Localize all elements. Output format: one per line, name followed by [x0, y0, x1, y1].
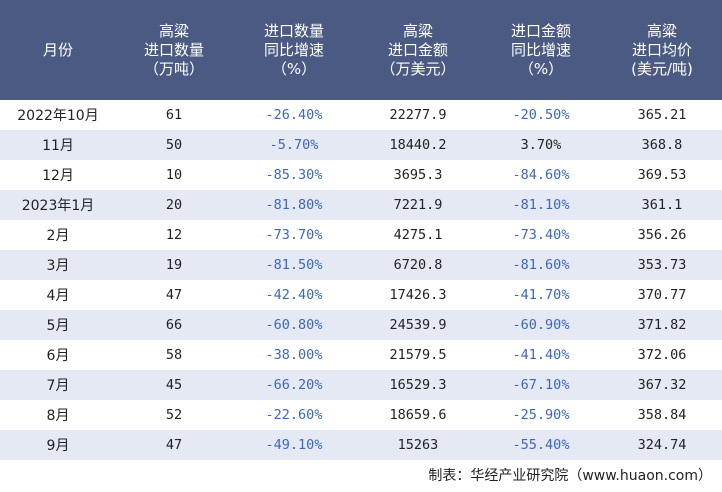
cell-month: 6月 — [46, 348, 70, 364]
cell-avg-price: 356.26 — [637, 227, 687, 243]
cell-avg-price: 365.21 — [637, 107, 687, 123]
cell-value-growth: -67.10% — [512, 377, 570, 393]
cell-month: 12月 — [42, 168, 74, 184]
cell-avg-price: 361.1 — [641, 197, 683, 213]
header-import-value: 高粱 进口金额 （万美元） — [380, 21, 456, 78]
cell-avg-price: 369.53 — [637, 167, 687, 183]
cell-volume-growth: -5.70% — [269, 137, 319, 153]
cell-month: 9月 — [46, 438, 70, 454]
cell-value-growth: -84.60% — [512, 167, 570, 183]
cell-import-volume: 58 — [165, 347, 183, 363]
cell-import-value: 18440.2 — [389, 137, 447, 153]
cell-import-volume: 66 — [165, 317, 183, 333]
cell-import-value: 4275.1 — [393, 227, 443, 243]
cell-import-value: 15263 — [397, 437, 439, 453]
cell-month: 8月 — [46, 408, 70, 424]
cell-volume-growth: -26.40% — [265, 107, 323, 123]
table-row: 8月 52 -22.60% 18659.6 -25.90% 358.84 — [0, 400, 722, 430]
cell-value-growth: -25.90% — [512, 407, 570, 423]
cell-import-volume: 20 — [165, 197, 183, 213]
cell-import-value: 18659.6 — [389, 407, 447, 423]
cell-avg-price: 371.82 — [637, 317, 687, 333]
cell-import-volume: 45 — [165, 377, 183, 393]
table-body: 2022年10月 61 -26.40% 22277.9 -20.50% 365.21 11月… — [0, 100, 722, 460]
cell-volume-growth: -42.40% — [265, 287, 323, 303]
cell-import-value: 21579.5 — [389, 347, 447, 363]
cell-avg-price: 370.77 — [637, 287, 687, 303]
cell-import-value: 24539.9 — [389, 317, 447, 333]
cell-value-growth: -81.60% — [512, 257, 570, 273]
cell-volume-growth: -66.20% — [265, 377, 323, 393]
cell-value-growth: -41.40% — [512, 347, 570, 363]
cell-volume-growth: -85.30% — [265, 167, 323, 183]
table-row: 12月 10 -85.30% 3695.3 -84.60% 369.53 — [0, 160, 722, 190]
table-row: 11月 50 -5.70% 18440.2 3.70% 368.8 — [0, 130, 722, 160]
cell-value-growth: -55.40% — [512, 437, 570, 453]
table-header: 月份 高粱 进口数量 （万吨） 进口数量 同比增速 （%） 高粱 进口金额 （万… — [0, 0, 722, 100]
cell-volume-growth: -73.70% — [265, 227, 323, 243]
table-row: 2月 12 -73.70% 4275.1 -73.40% 356.26 — [0, 220, 722, 250]
cell-value-growth: -81.10% — [512, 197, 570, 213]
cell-import-value: 16529.3 — [389, 377, 447, 393]
cell-avg-price: 367.32 — [637, 377, 687, 393]
table-row: 4月 47 -42.40% 17426.3 -41.70% 370.77 — [0, 280, 722, 310]
table-row: 5月 66 -60.80% 24539.9 -60.90% 371.82 — [0, 310, 722, 340]
cell-month: 4月 — [46, 288, 70, 304]
cell-volume-growth: -22.60% — [265, 407, 323, 423]
header-import-volume: 高粱 进口数量 （万吨） — [143, 21, 204, 78]
cell-month: 7月 — [46, 378, 70, 394]
cell-month: 11月 — [42, 138, 74, 154]
cell-month: 2022年10月 — [17, 108, 99, 124]
cell-month: 2月 — [46, 228, 70, 244]
cell-volume-growth: -60.80% — [265, 317, 323, 333]
cell-value-growth: -20.50% — [512, 107, 570, 123]
header-avg-price: 高粱 进口均价 (美元/吨) — [631, 21, 693, 78]
cell-import-volume: 52 — [165, 407, 183, 423]
cell-month: 2023年1月 — [21, 198, 95, 214]
cell-avg-price: 353.73 — [637, 257, 687, 273]
cell-value-growth: -73.40% — [512, 227, 570, 243]
header-volume-growth: 进口数量 同比增速 （%） — [263, 21, 324, 78]
header-month: 月份 — [42, 40, 73, 59]
header-value-growth: 进口金额 同比增速 （%） — [510, 21, 571, 78]
cell-volume-growth: -38.00% — [265, 347, 323, 363]
table-row: 3月 19 -81.50% 6720.8 -81.60% 353.73 — [0, 250, 722, 280]
cell-avg-price: 368.8 — [641, 137, 683, 153]
cell-value-growth: -41.70% — [512, 287, 570, 303]
cell-import-volume: 50 — [165, 137, 183, 153]
cell-month: 3月 — [46, 258, 70, 274]
table-row: 2023年1月 20 -81.80% 7221.9 -81.10% 361.1 — [0, 190, 722, 220]
cell-avg-price: 324.74 — [637, 437, 687, 453]
cell-import-volume: 10 — [165, 167, 183, 183]
cell-import-volume: 47 — [165, 287, 183, 303]
cell-value-growth: -60.90% — [512, 317, 570, 333]
table-row: 2022年10月 61 -26.40% 22277.9 -20.50% 365.21 — [0, 100, 722, 130]
source-note: 制表：华经产业研究院（www.huaon.com） — [428, 468, 712, 484]
cell-month: 5月 — [46, 318, 70, 334]
cell-import-value: 22277.9 — [389, 107, 447, 123]
data-table: 月份 高粱 进口数量 （万吨） 进口数量 同比增速 （%） 高粱 进口金额 （万… — [0, 0, 722, 460]
cell-import-value: 7221.9 — [393, 197, 443, 213]
cell-import-volume: 61 — [165, 107, 183, 123]
cell-import-volume: 19 — [165, 257, 183, 273]
cell-import-volume: 12 — [165, 227, 183, 243]
cell-volume-growth: -81.50% — [265, 257, 323, 273]
cell-import-value: 6720.8 — [393, 257, 443, 273]
table-row: 7月 45 -66.20% 16529.3 -67.10% 367.32 — [0, 370, 722, 400]
cell-avg-price: 358.84 — [637, 407, 687, 423]
cell-value-growth: 3.70% — [520, 137, 562, 153]
cell-avg-price: 372.06 — [637, 347, 687, 363]
cell-import-value: 3695.3 — [393, 167, 443, 183]
cell-import-value: 17426.3 — [389, 287, 447, 303]
cell-volume-growth: -49.10% — [265, 437, 323, 453]
cell-import-volume: 47 — [165, 437, 183, 453]
table-row: 9月 47 -49.10% 15263 -55.40% 324.74 — [0, 430, 722, 460]
table-row: 6月 58 -38.00% 21579.5 -41.40% 372.06 — [0, 340, 722, 370]
cell-volume-growth: -81.80% — [265, 197, 323, 213]
